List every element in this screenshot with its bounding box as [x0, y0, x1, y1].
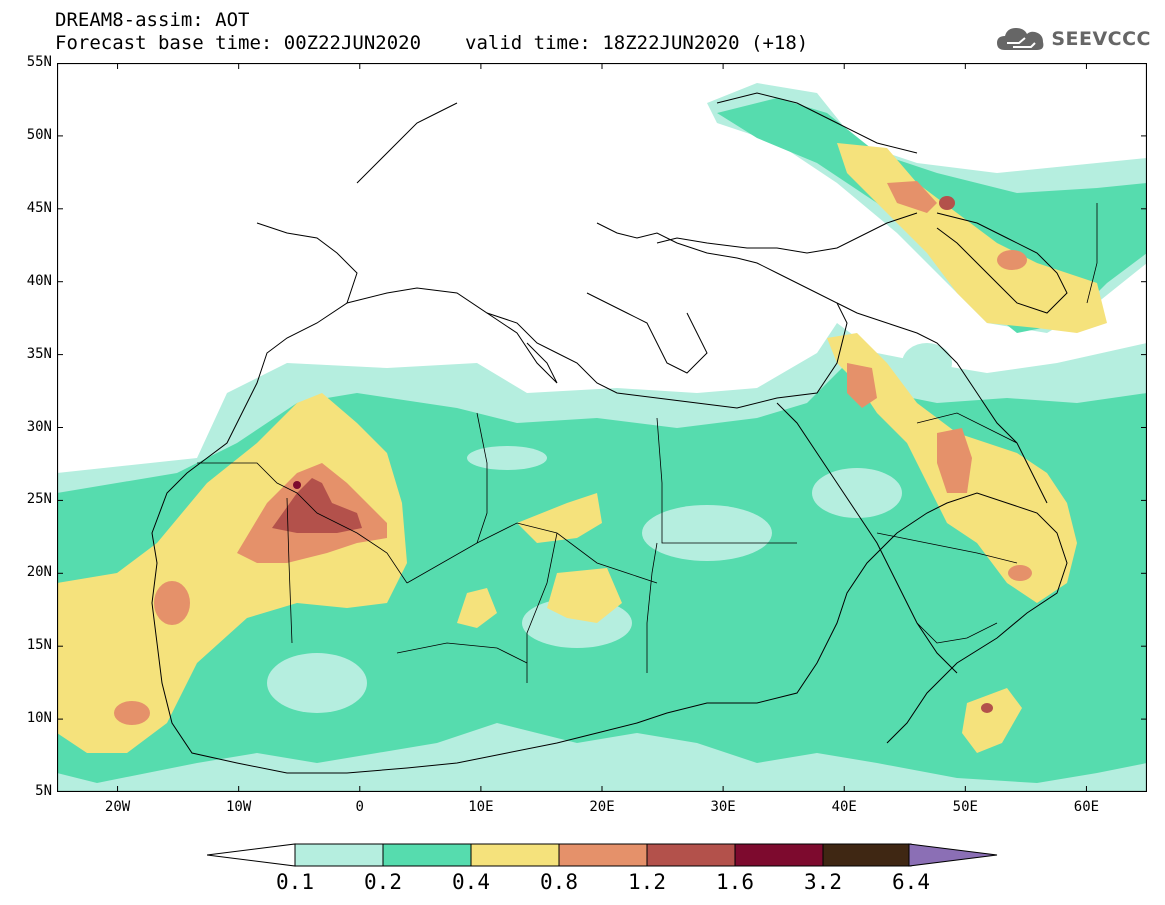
lon-label: 10E	[468, 799, 494, 815]
lat-label: 35N	[26, 345, 52, 362]
lat-label: 10N	[26, 710, 52, 727]
aot-colorbar	[207, 843, 998, 867]
colorbar-threshold-label: 1.6	[716, 870, 754, 894]
colorbar-swatch	[382, 843, 472, 867]
axis-ticks	[57, 63, 1147, 792]
colorbar-swatch	[822, 843, 912, 867]
colorbar-threshold-label: 0.1	[276, 870, 314, 894]
lat-label: 40N	[26, 272, 52, 289]
colorbar-threshold-label: 0.8	[540, 870, 578, 894]
lat-label: 45N	[26, 199, 52, 216]
aot-contour-1-2	[272, 196, 993, 713]
time-info: Forecast base time: 00Z22JUN2020 valid ti…	[55, 33, 808, 53]
lat-label: 5N	[35, 783, 52, 799]
aot-contour-0-1-inner	[267, 343, 952, 713]
aot-contour-1-6	[293, 481, 301, 489]
cloud-icon	[997, 28, 1044, 50]
seevccc-logo: SEEVCCC	[995, 24, 1151, 54]
logo-text: SEEVCCC	[1051, 28, 1151, 50]
lon-label: 40E	[831, 799, 857, 815]
lon-label: 20W	[104, 799, 131, 815]
lat-label: 30N	[26, 418, 52, 435]
colorbar-swatch	[294, 843, 384, 867]
lon-label: 0	[355, 799, 364, 815]
lon-label: 50E	[952, 799, 978, 815]
lon-label: 30E	[710, 799, 736, 815]
colorbar-threshold-label: 6.4	[892, 870, 930, 894]
aot-map	[57, 63, 1147, 792]
lat-label: 55N	[26, 54, 52, 70]
colorbar-threshold-label: 3.2	[804, 870, 842, 894]
colorbar-swatch	[558, 843, 648, 867]
country-borders	[197, 203, 1098, 683]
colorbar-high-arrow	[908, 843, 998, 867]
lat-label: 15N	[26, 637, 52, 654]
valid-time: valid time: 18Z22JUN2020 (+18)	[465, 32, 809, 54]
colorbar-threshold-label: 1.2	[628, 870, 666, 894]
base-time: Forecast base time: 00Z22JUN2020	[55, 32, 422, 54]
lon-label: 60E	[1073, 799, 1100, 815]
lat-label: 50N	[26, 126, 52, 143]
colorbar-threshold-label: 0.4	[452, 870, 490, 894]
lat-label: 25N	[26, 491, 52, 508]
colorbar-low-arrow	[207, 843, 296, 867]
lon-label: 20E	[589, 799, 615, 815]
colorbar-swatch	[646, 843, 736, 867]
colorbar-swatch	[734, 843, 824, 867]
colorbar-threshold-label: 0.2	[364, 870, 402, 894]
colorbar-swatch	[470, 843, 560, 867]
lon-label: 10W	[226, 799, 252, 815]
lat-label: 20N	[26, 564, 52, 581]
coastlines	[151, 92, 1068, 774]
map-title: DREAM8-assim: AOT	[55, 9, 250, 31]
